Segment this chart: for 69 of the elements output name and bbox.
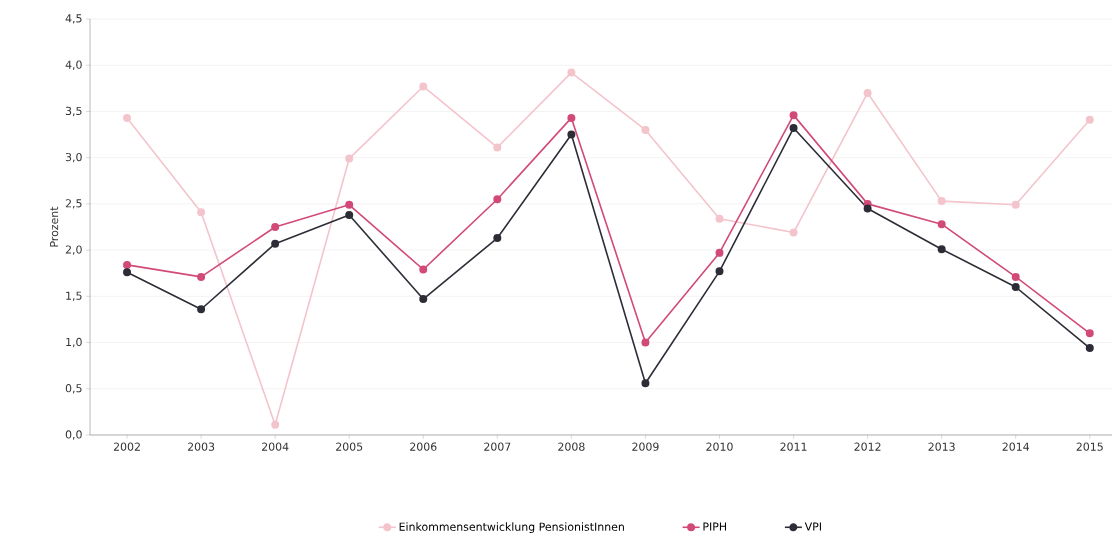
point [937,220,946,229]
point [863,88,872,97]
point [715,267,724,276]
x-tick-label: 2011 [780,442,807,451]
x-tick-label: 2008 [558,442,585,451]
x-tick-label: 2005 [336,442,363,451]
x-tick-label: 2007 [484,442,511,451]
point [715,248,724,257]
point [123,268,132,277]
x-tick-label: 2002 [113,442,140,451]
point [1085,344,1094,353]
point [641,379,650,388]
point [1085,115,1094,124]
point [493,143,502,152]
point [271,420,280,429]
point [1011,200,1020,209]
point [345,154,354,163]
point [567,68,576,77]
point [789,111,798,120]
point [271,239,280,248]
y-tick-label: 4,5 [65,14,82,24]
y-tick-label: 1,5 [66,291,82,301]
point [493,195,502,204]
point [567,130,576,139]
point [419,82,428,91]
y-tick-label: 1,0 [66,337,82,348]
x-tick-label: 2015 [1076,442,1103,451]
point [937,245,946,254]
point [715,214,724,223]
y-tick-label: 3,0 [65,152,82,163]
y-axis-title: Prozent [50,206,59,247]
point [197,208,206,217]
y-tick-label: 4,0 [65,60,82,70]
x-tick-label: 2009 [632,442,659,451]
point [1011,272,1020,281]
y-tick-label: 2,5 [65,199,82,209]
point [493,234,502,242]
point [1085,329,1094,338]
point [419,295,428,304]
point [345,200,354,209]
y-tick-label: 3,5 [65,106,82,117]
point [789,123,798,132]
point [123,260,132,269]
x-tick-label: 2010 [706,442,733,451]
point [1011,283,1020,291]
legend-label: VPI [804,522,821,531]
x-tick-label: 2003 [187,442,215,451]
y-tick-label: 0,5 [65,383,82,394]
y-tick-label: 0,0 [65,430,82,440]
x-tick-label: 2012 [854,442,881,451]
point [937,197,946,206]
point [567,113,576,122]
point [197,305,206,314]
point [863,204,872,213]
x-tick-label: 2014 [1002,442,1030,451]
y-tick-label: 2,0 [65,245,82,255]
point [345,210,354,219]
point [641,125,650,134]
point [789,228,798,237]
legend-label: PIPH [703,522,727,531]
point [197,272,206,281]
point [123,113,132,122]
legend-label: Einkommensentwicklung PensionistInnen [399,522,624,533]
point [419,265,428,274]
x-tick-label: 2004 [262,442,289,451]
x-tick-label: 2006 [410,442,437,451]
x-tick-label: 2013 [928,442,955,451]
point [641,338,650,347]
point [271,222,280,231]
